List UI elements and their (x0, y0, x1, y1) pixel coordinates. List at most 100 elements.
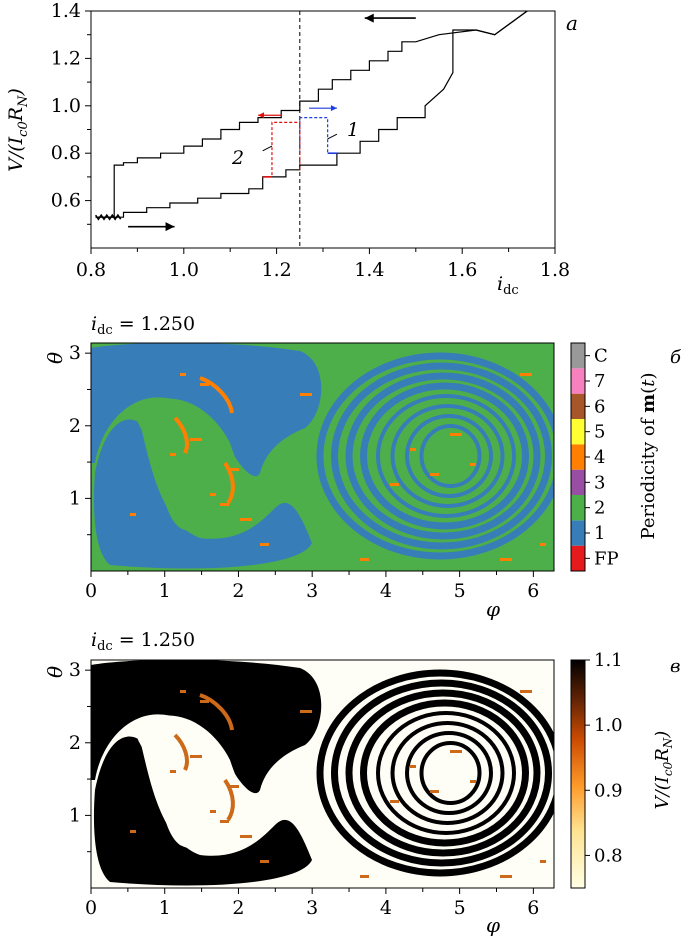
map-speckle (190, 755, 202, 758)
panel-b-ytick-label: 1 (69, 487, 81, 509)
colorbar-label-FP: FP (594, 548, 619, 569)
voltage-colorbar: 0.8 0.9 1.0 1.1 (571, 650, 623, 888)
colorbar-swatch-6 (571, 394, 585, 419)
colorbar-label-6: 6 (594, 396, 605, 417)
panel-c-ytick-label: 3 (69, 659, 81, 681)
colorbar-swatch-3 (571, 470, 585, 495)
panel-b-ytick-label: 2 (69, 415, 81, 437)
map-speckle (240, 835, 252, 838)
panel-a-ylabel: V/(Ic0RN) (5, 88, 31, 172)
colorbar-swatch-5 (571, 419, 585, 444)
panel-a-label: a (566, 11, 578, 35)
panel-b-xtick-label: 0 (85, 580, 97, 602)
curve-2-red-segment (263, 122, 300, 177)
colorbar-swatch-C (571, 343, 585, 368)
curve-1-leader (328, 134, 337, 139)
map-speckle (520, 690, 532, 693)
panel-c-colorbar-label: V/(Ic0RN) (652, 731, 675, 810)
panel-b-xtick-label: 6 (527, 580, 539, 602)
map-speckle (450, 433, 462, 436)
curve-2-leader (263, 146, 272, 151)
map-speckle (210, 810, 216, 813)
panel-a-ytick-label: 0.8 (51, 142, 81, 164)
panel-b-xtick-label: 2 (232, 580, 244, 602)
panel-c-ytick-label: 2 (69, 732, 81, 754)
voltage-heatmap (91, 660, 560, 888)
map-speckle (210, 493, 216, 496)
map-speckle (240, 518, 252, 521)
colorbar-label-4: 4 (594, 447, 605, 468)
panel-b-label: б (670, 347, 682, 368)
panel-a-ytick-label: 1.0 (51, 95, 81, 117)
panel-a-xtick-label: 1.6 (447, 259, 477, 281)
colorbar-swatch-4 (571, 444, 585, 469)
series-down-sweep (96, 11, 528, 217)
panel-c-xtick-label: 5 (454, 897, 466, 919)
periodicity-heatmap (91, 343, 560, 571)
panel-a-frame (91, 11, 555, 248)
panel-c-label: в (670, 656, 680, 677)
map-speckle (300, 393, 312, 396)
panel-a-xtick-label: 1.0 (169, 259, 199, 281)
curve-1-blue-segment (300, 118, 337, 154)
arrow-head-blue (331, 105, 337, 111)
periodicity-colorbar: FP 1 2 3 4 5 6 7 C (571, 343, 619, 571)
panel-c-xtick-label: 1 (159, 897, 171, 919)
voltage-colorbar-tick-label: 1.1 (594, 650, 623, 671)
panel-a-xtick-label: 1.8 (540, 259, 570, 281)
map-speckle (260, 543, 269, 546)
colorbar-label-2: 2 (594, 498, 605, 519)
map-speckle (520, 373, 532, 376)
colorbar-swatch-FP (571, 546, 585, 571)
map-speckle (430, 790, 439, 793)
colorbar-label-7: 7 (594, 371, 605, 392)
panel-b-ylabel: θ (43, 352, 67, 364)
map-speckle (540, 543, 546, 546)
arrow-head-black (166, 222, 175, 231)
panel-a-xtick-label: 1.2 (261, 259, 291, 281)
map-speckle (540, 860, 546, 863)
map-speckle (220, 503, 229, 506)
panel-c-ylabel: θ (43, 666, 67, 678)
voltage-colorbar-tick-label: 1.0 (594, 715, 623, 736)
map-speckle (190, 438, 202, 441)
map-speckle (390, 800, 399, 803)
colorbar-label-1: 1 (594, 523, 605, 544)
map-speckle (410, 448, 416, 451)
panel-c-xtick-label: 4 (380, 897, 392, 919)
panel-a-voltage-current-plot: 0.8 1.0 1.2 1.4 1.6 1.8 0.6 0.8 1.0 1.2 1.4 V/(Ic0… (5, 0, 578, 298)
map-speckle (450, 750, 462, 753)
panel-b-periodicity-map: idc = 1.250 0 1 2 3 4 5 6 1 2 3 φ θ FP 1 2 3 4 5 6 7 C Pe… (43, 313, 682, 621)
panel-c-xlabel: φ (486, 913, 500, 936)
panel-a-ticks: 0.8 1.0 1.2 1.4 1.6 1.8 0.6 0.8 1.0 1.2 1.4 (51, 0, 570, 281)
map-speckle (500, 558, 512, 561)
panel-c-xtick-label: 0 (85, 897, 97, 919)
map-speckle (430, 473, 439, 476)
panel-b-xlabel: φ (486, 597, 500, 621)
panel-a-xtick-label: 0.8 (76, 259, 106, 281)
map-speckle (410, 765, 416, 768)
map-speckle (130, 830, 136, 833)
panel-a-curves (96, 11, 528, 248)
map-speckle (390, 483, 399, 486)
panel-c-ytick-label: 1 (69, 804, 81, 826)
colorbar-label-C: C (594, 346, 608, 367)
map-speckle (470, 463, 476, 466)
voltage-colorbar-tick-label: 0.8 (594, 845, 623, 866)
colorbar-swatch-7 (571, 368, 585, 393)
arrow-head-black (365, 14, 374, 23)
panel-a-xtick-label: 1.4 (354, 259, 384, 281)
panel-a-xlabel: idc (497, 273, 519, 298)
panel-c-xtick-label: 2 (232, 897, 244, 919)
map-speckle (220, 820, 229, 823)
map-speckle (170, 453, 176, 456)
series-up-sweep (96, 11, 528, 217)
voltage-colorbar-gradient (571, 660, 585, 888)
map-speckle (260, 860, 269, 863)
panel-b-xtick-label: 3 (306, 580, 318, 602)
map-speckle (180, 690, 186, 693)
panel-a-ytick-label: 0.6 (51, 190, 81, 212)
panel-c-title: idc = 1.250 (91, 629, 195, 654)
